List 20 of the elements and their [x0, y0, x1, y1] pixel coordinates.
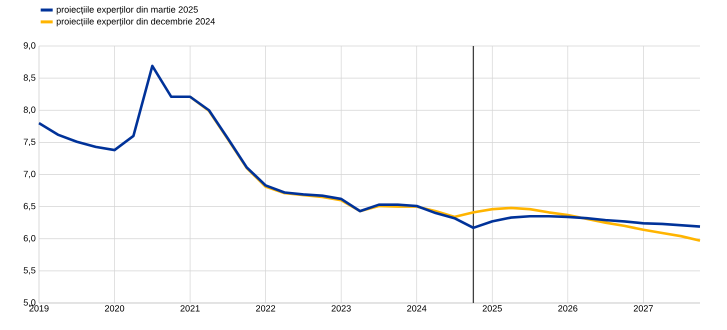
y-tick-label: 5,0 [24, 299, 36, 307]
y-tick-label: 7,0 [24, 170, 36, 178]
y-tick-label: 6,0 [24, 235, 36, 242]
x-tick-label: 2027 [634, 305, 653, 312]
x-tick-label: 2024 [407, 305, 426, 312]
x-tick-label: 2020 [104, 305, 124, 312]
y-tick-label: 5,5 [24, 267, 36, 275]
y-tick-label: 8,5 [24, 74, 36, 82]
legend-label: proiecțiile experților din martie 2025 [56, 6, 198, 15]
x-tick-label: 2019 [29, 305, 49, 312]
x-tick-label: 2021 [180, 305, 200, 312]
x-tick-label: 2026 [558, 305, 578, 312]
y-tick-label: 8,0 [24, 106, 36, 114]
legend-label: proiecțiile experților din decembrie 2024 [56, 18, 215, 26]
y-tick-label: 9,0 [24, 42, 36, 50]
y-tick-label: 6,5 [24, 202, 36, 210]
x-tick-label: 2025 [482, 305, 502, 312]
x-tick-label: 2023 [332, 305, 351, 312]
x-tick-label: 2022 [256, 305, 276, 312]
y-tick-label: 7,5 [24, 138, 36, 146]
